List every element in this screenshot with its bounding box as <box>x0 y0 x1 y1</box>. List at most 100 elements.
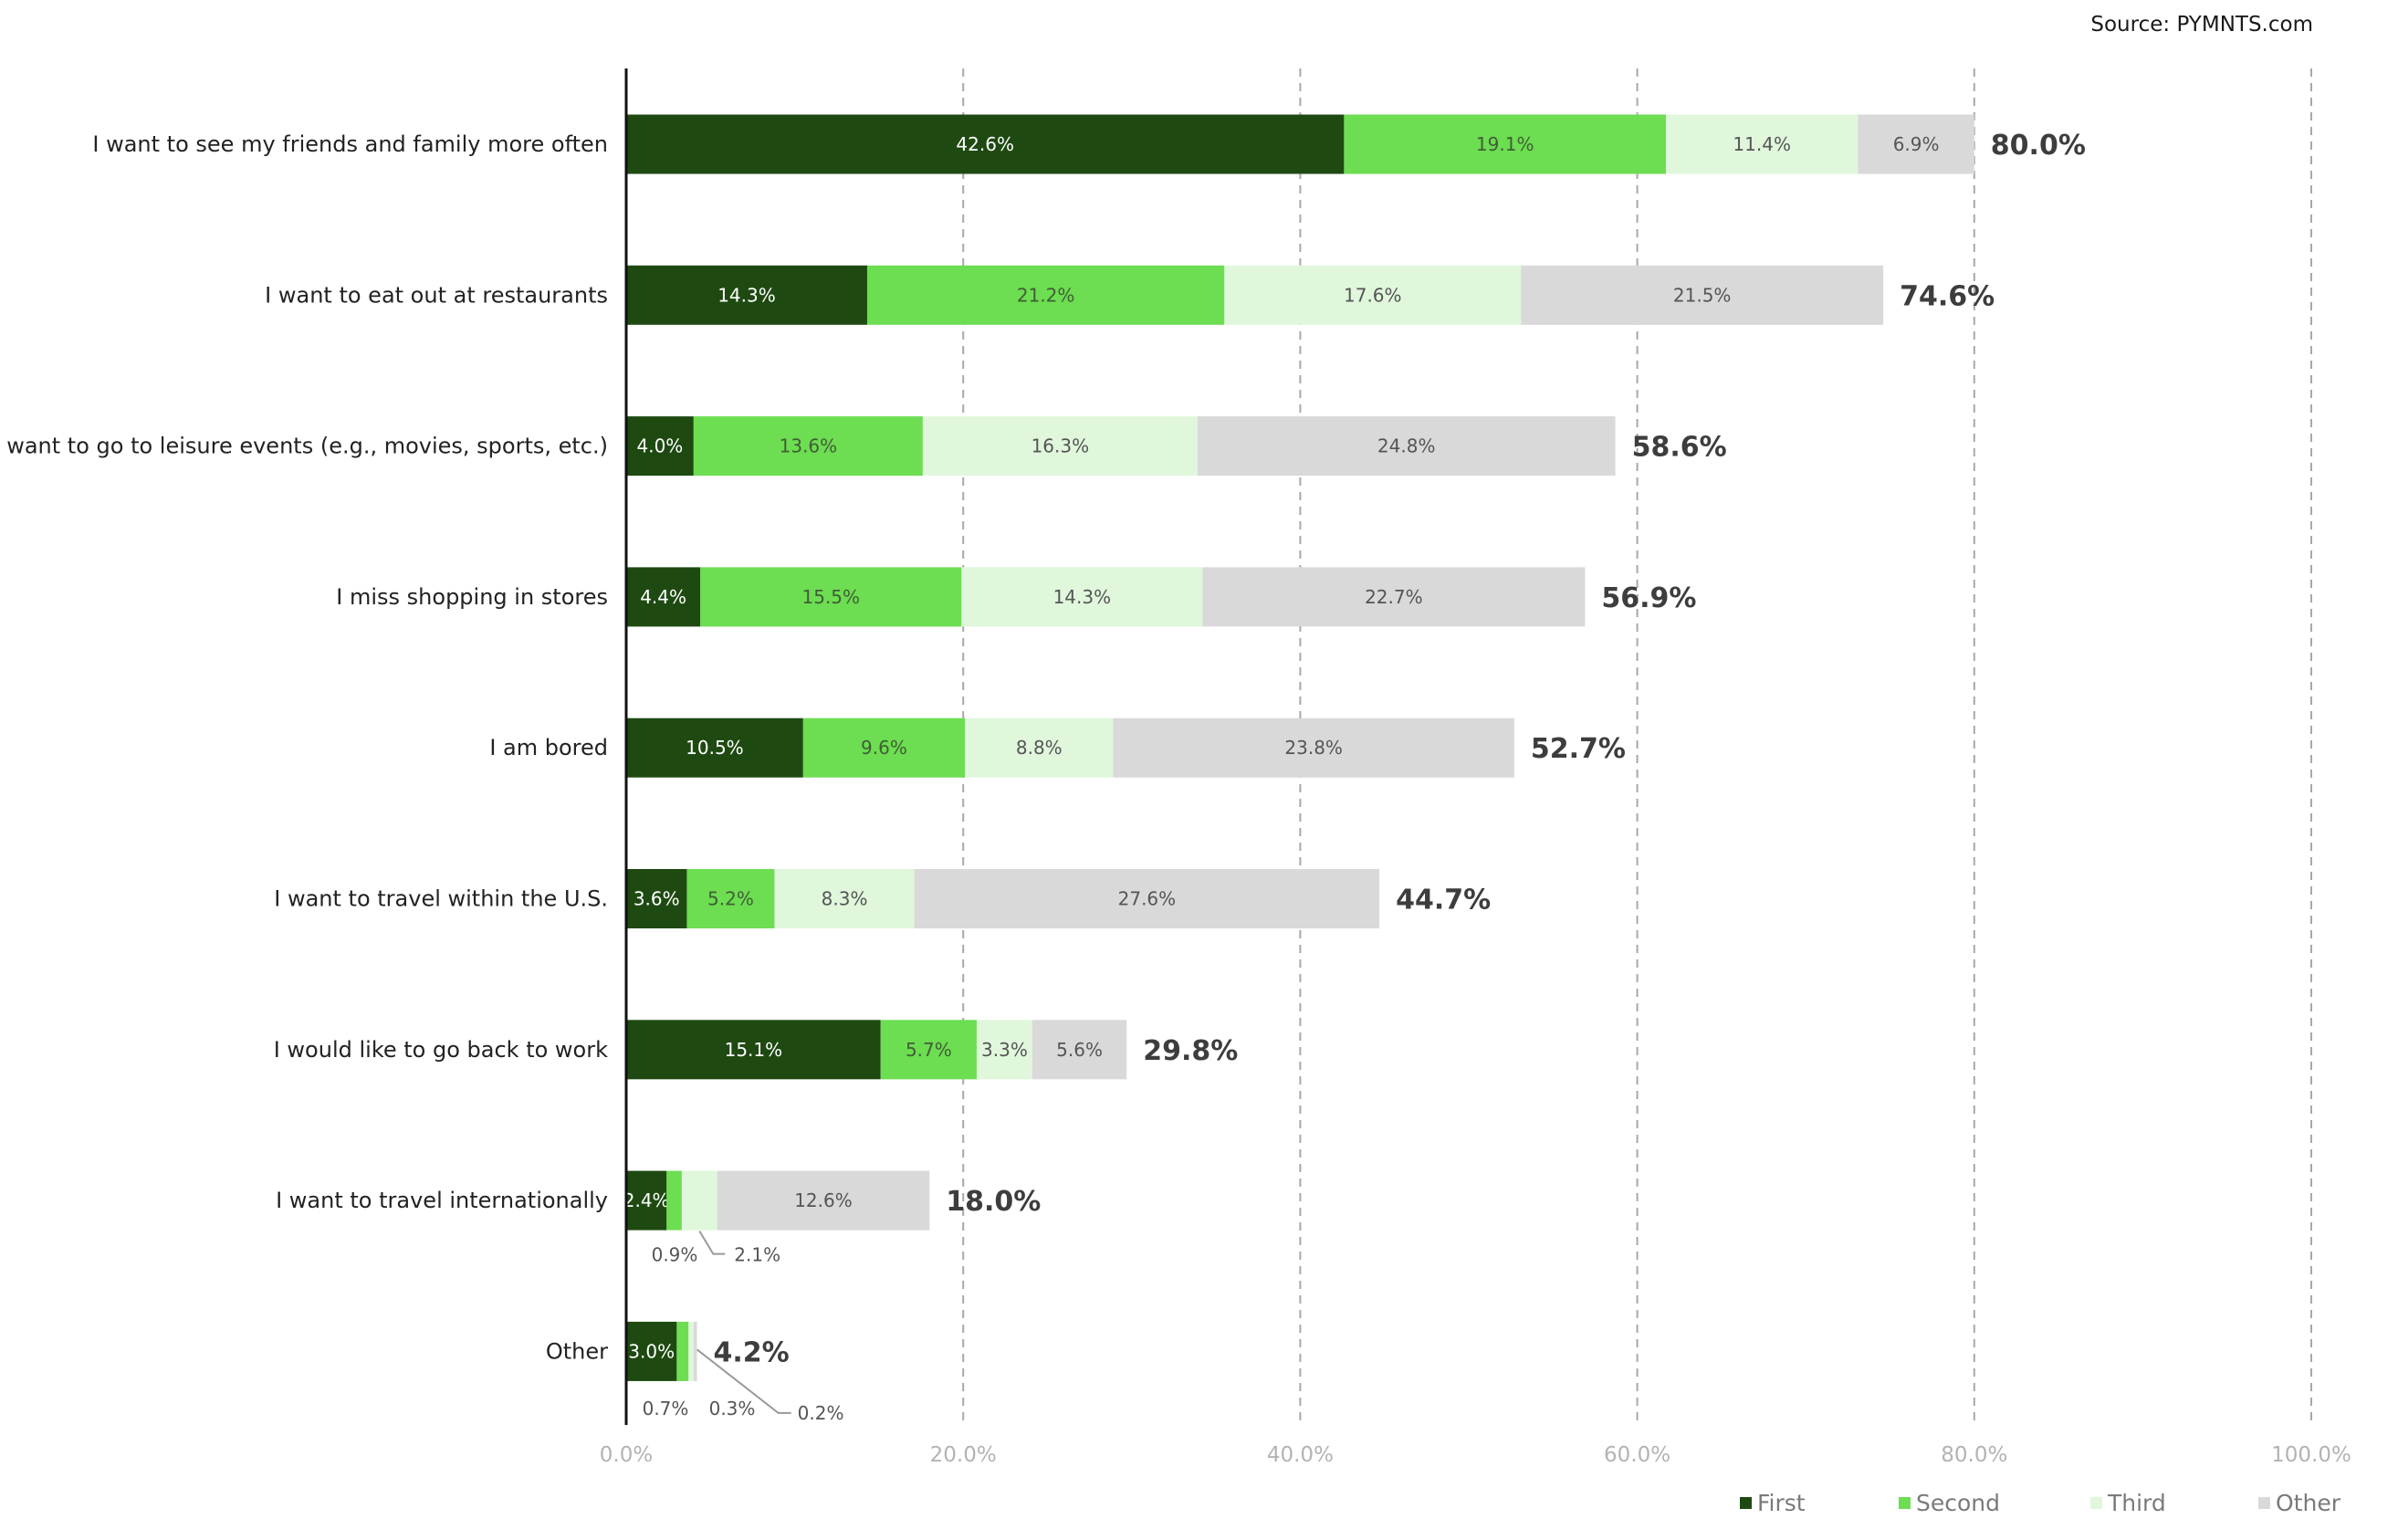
category-label: I am bored <box>489 735 608 760</box>
segment-label: 5.6% <box>1056 1039 1103 1061</box>
legend-label: First <box>1757 1490 1806 1516</box>
legend-swatch <box>2090 1497 2102 1509</box>
segment-label: 6.9% <box>1893 133 1940 155</box>
segment-label: 21.2% <box>1017 284 1075 306</box>
bar-segment-other <box>914 869 1380 928</box>
bar-segment-other <box>1197 416 1616 477</box>
category-label: I miss shopping in stores <box>336 584 608 610</box>
segment-label: 2.4% <box>623 1189 670 1211</box>
x-tick-label: 20.0% <box>930 1443 997 1467</box>
segment-label: 3.3% <box>981 1039 1028 1061</box>
legend-label: Third <box>2107 1490 2166 1516</box>
legend-swatch <box>1740 1497 1752 1509</box>
bar-segment-other <box>1521 265 1884 325</box>
segment-label: 22.7% <box>1365 586 1423 608</box>
category-label: I want to eat out at restaurants <box>265 282 608 308</box>
total-label: 52.7% <box>1531 733 1626 765</box>
bar-segment-third <box>774 869 915 928</box>
bar-segment-first <box>626 114 1345 174</box>
x-tick-label: 0.0% <box>600 1443 653 1467</box>
legend-item-second: Second <box>1899 1490 2000 1516</box>
segment-label: 15.1% <box>725 1039 783 1061</box>
bar-segment-second <box>802 718 966 778</box>
leader-line <box>696 1348 791 1414</box>
bar-segment-second <box>666 1170 682 1231</box>
bar-segment-second <box>880 1020 977 1080</box>
bar-segment-first <box>626 1020 881 1080</box>
total-label: 58.6% <box>1632 432 1727 464</box>
bar-segment-second <box>1344 114 1666 174</box>
x-tick-label: 100.0% <box>2271 1443 2351 1467</box>
bar-segment-third <box>976 1020 1032 1080</box>
segment-label: 8.8% <box>1016 737 1063 759</box>
bar-segment-third <box>1665 114 1859 174</box>
bar-segment-third <box>965 718 1114 778</box>
bar-segment-third <box>688 1321 694 1381</box>
bars: 42.6% 19.1% 11.4% 6.9% 14.3% 21.2% 17.6% 21.5% 4… <box>623 114 1974 1381</box>
legend: First Second Third Other <box>1740 1490 2341 1516</box>
bar-segment-other <box>1031 1020 1127 1080</box>
bar-segment-first <box>626 1170 667 1231</box>
bar-segment-third <box>922 416 1198 477</box>
legend-item-other: Other <box>2258 1490 2341 1516</box>
segment-label: 27.6% <box>1118 888 1177 910</box>
total-labels: 80.0% 74.6% 58.6% 56.9% 52.7% 44.7% 29.8% 18.0%… <box>714 130 2086 1368</box>
x-tick-label: 40.0% <box>1267 1443 1334 1467</box>
bar-segment-third <box>961 567 1203 627</box>
legend-item-third: Third <box>2090 1490 2166 1516</box>
segment-label: 15.5% <box>802 586 861 608</box>
legend-swatch <box>1899 1497 1911 1509</box>
bar-segment-third <box>1224 265 1522 325</box>
segment-label: 4.0% <box>637 435 684 457</box>
segment-label: 9.6% <box>861 737 907 759</box>
bar-segment-first <box>626 416 694 477</box>
x-tick-label: 60.0% <box>1604 1443 1670 1467</box>
leader-line <box>698 1231 726 1255</box>
total-label: 80.0% <box>1991 130 2086 162</box>
segment-label: 12.6% <box>794 1189 853 1211</box>
total-label: 18.0% <box>946 1186 1041 1218</box>
legend-label: Second <box>1916 1490 2000 1516</box>
segment-label: 16.3% <box>1031 435 1090 457</box>
outside-labels: 0.9% 2.1% 0.7% 0.3% 0.2% <box>643 1231 844 1424</box>
bar-segment-first <box>626 265 867 325</box>
bar-segment-third <box>681 1170 717 1231</box>
segment-label: 14.3% <box>717 284 776 306</box>
total-label: 29.8% <box>1143 1035 1238 1067</box>
category-labels: I want to see my friends and family more… <box>0 131 608 1364</box>
segment-label: 21.5% <box>1673 284 1732 306</box>
outside-label: 0.2% <box>798 1402 844 1424</box>
outside-label: 0.9% <box>652 1244 698 1266</box>
bar-segment-first <box>626 1321 677 1381</box>
category-label: I would like to go back to work <box>274 1037 608 1063</box>
source-note: Source: PYMNTS.com <box>2090 13 2313 37</box>
bar-segment-second <box>693 416 923 477</box>
segment-label: 23.8% <box>1284 737 1343 759</box>
category-label: I want to travel internationally <box>276 1188 608 1213</box>
segment-label: 5.2% <box>707 888 754 910</box>
total-label: 56.9% <box>1601 582 1696 614</box>
bar-segment-first <box>626 869 687 928</box>
bar-segment-other <box>1202 567 1586 627</box>
bar-segment-first <box>626 567 701 627</box>
segment-label: 11.4% <box>1733 133 1791 155</box>
legend-label: Other <box>2276 1490 2341 1516</box>
category-label: I want to see my friends and family more… <box>92 131 608 157</box>
bar-segment-other <box>1113 718 1514 778</box>
segment-label: 3.0% <box>628 1340 675 1362</box>
x-tick-label: 80.0% <box>1941 1443 2007 1467</box>
segment-label: 42.6% <box>956 133 1014 155</box>
segment-label: 4.4% <box>640 586 686 608</box>
outside-label: 0.7% <box>643 1398 689 1420</box>
bar-segment-first <box>626 718 803 778</box>
segment-label: 17.6% <box>1344 284 1402 306</box>
legend-item-first: First <box>1740 1490 1806 1516</box>
category-label: I want to travel within the U.S. <box>274 886 608 912</box>
total-label: 44.7% <box>1396 885 1491 917</box>
bar-segment-other <box>1858 114 1974 174</box>
bar-segment-other <box>717 1170 930 1231</box>
segment-label: 24.8% <box>1377 435 1436 457</box>
segment-label: 19.1% <box>1476 133 1534 155</box>
outside-label: 2.1% <box>734 1244 780 1266</box>
